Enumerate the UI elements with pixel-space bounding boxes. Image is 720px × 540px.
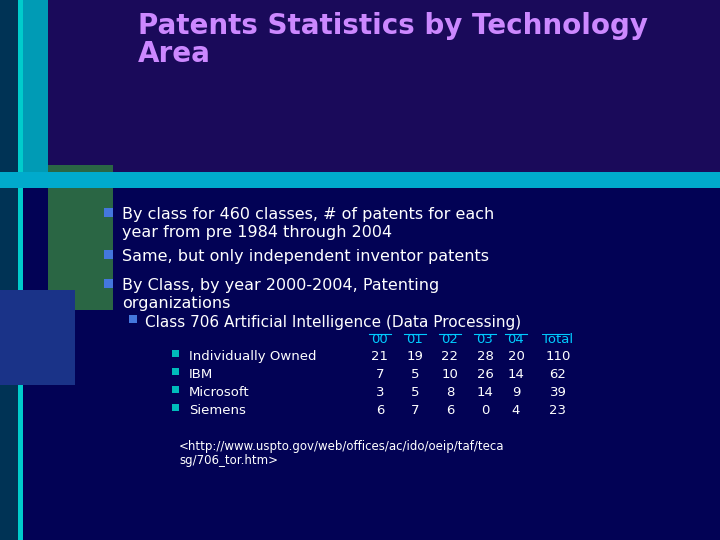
Text: Class 706 Artificial Intelligence (Data Processing): Class 706 Artificial Intelligence (Data …	[145, 315, 521, 330]
Bar	[171, 386, 179, 393]
Text: 21: 21	[372, 350, 389, 363]
Text: 7: 7	[376, 368, 384, 381]
Bar	[171, 368, 179, 375]
Bar	[0, 0, 720, 175]
Text: 3: 3	[376, 386, 384, 399]
Bar	[104, 279, 112, 287]
Text: 04: 04	[508, 333, 524, 346]
Text: 19: 19	[407, 350, 423, 363]
Text: 4: 4	[512, 404, 520, 417]
Text: 5: 5	[410, 386, 419, 399]
Text: 22: 22	[441, 350, 459, 363]
Text: 03: 03	[477, 333, 493, 346]
Text: 00: 00	[372, 333, 388, 346]
Bar	[23, 0, 48, 185]
Text: 5: 5	[410, 368, 419, 381]
Bar	[48, 165, 113, 310]
Text: 7: 7	[410, 404, 419, 417]
Text: Area: Area	[138, 40, 211, 68]
Text: 20: 20	[508, 350, 524, 363]
Text: 6: 6	[376, 404, 384, 417]
Bar	[129, 315, 137, 323]
Text: organizations: organizations	[122, 296, 230, 311]
Bar	[171, 349, 179, 356]
Text: 02: 02	[441, 333, 459, 346]
Text: Individually Owned: Individually Owned	[189, 350, 317, 363]
Text: 6: 6	[446, 404, 454, 417]
Text: <http://www.uspto.gov/web/offices/ac/ido/oeip/taf/teca: <http://www.uspto.gov/web/offices/ac/ido…	[179, 440, 505, 453]
Text: sg/706_tor.htm>: sg/706_tor.htm>	[179, 454, 278, 467]
Text: 28: 28	[477, 350, 493, 363]
Text: Siemens: Siemens	[189, 404, 246, 417]
Text: Same, but only independent inventor patents: Same, but only independent inventor pate…	[122, 249, 489, 264]
Text: 110: 110	[545, 350, 571, 363]
Text: 23: 23	[549, 404, 567, 417]
Text: By class for 460 classes, # of patents for each: By class for 460 classes, # of patents f…	[122, 207, 494, 222]
Text: 26: 26	[477, 368, 493, 381]
Text: 9: 9	[512, 386, 520, 399]
Bar	[104, 207, 112, 217]
Bar	[18, 0, 23, 540]
Text: 14: 14	[477, 386, 493, 399]
Bar	[0, 172, 720, 188]
Text: By Class, by year 2000-2004, Patenting: By Class, by year 2000-2004, Patenting	[122, 278, 439, 293]
Text: IBM: IBM	[189, 368, 213, 381]
Text: 62: 62	[549, 368, 567, 381]
Text: Patents Statistics by Technology: Patents Statistics by Technology	[138, 12, 648, 40]
Text: 0: 0	[481, 404, 489, 417]
Text: year from pre 1984 through 2004: year from pre 1984 through 2004	[122, 225, 392, 240]
Text: Total: Total	[542, 333, 574, 346]
Bar	[0, 290, 75, 385]
Text: 10: 10	[441, 368, 459, 381]
Text: 01: 01	[407, 333, 423, 346]
Bar	[171, 403, 179, 410]
Bar	[0, 0, 18, 540]
Text: 39: 39	[549, 386, 567, 399]
Bar	[104, 249, 112, 259]
Text: 14: 14	[508, 368, 524, 381]
Text: 8: 8	[446, 386, 454, 399]
Text: Microsoft: Microsoft	[189, 386, 250, 399]
